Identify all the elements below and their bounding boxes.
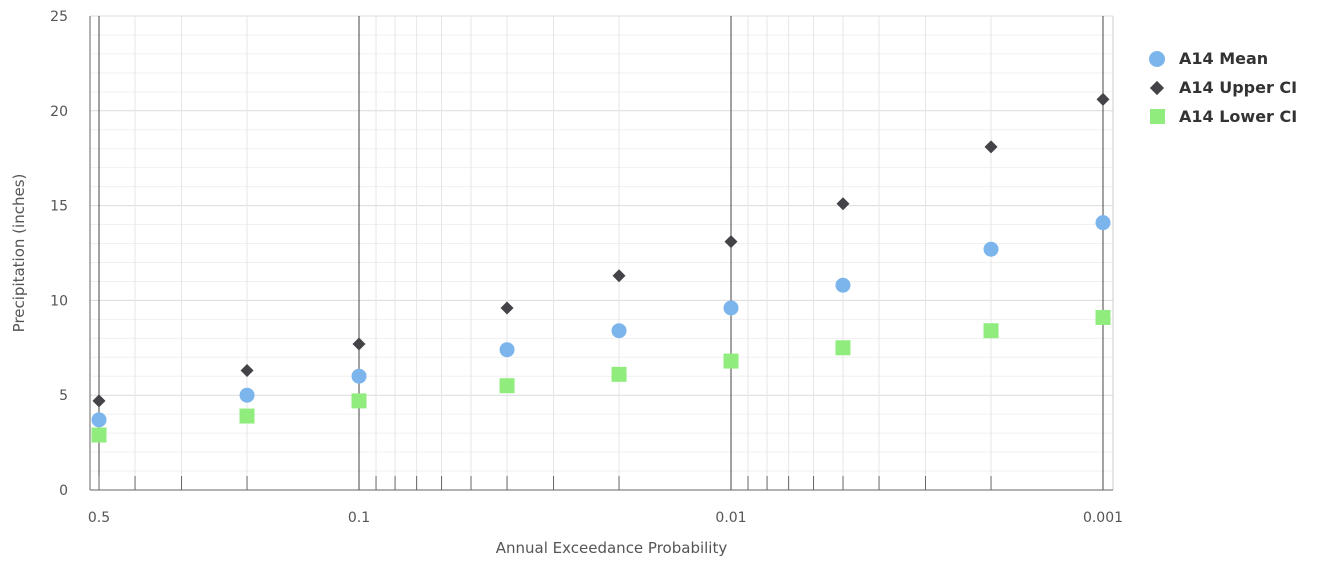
data-point-circle [723, 300, 739, 316]
data-point-square [723, 353, 739, 369]
data-series [91, 92, 1111, 443]
y-tick-label: 0 [59, 483, 68, 499]
y-tick-label: 15 [50, 199, 68, 215]
data-point-square [983, 323, 999, 339]
legend-label: A14 Lower CI [1179, 107, 1298, 126]
data-point-circle [351, 368, 367, 384]
legend: A14 Mean A14 Upper CI A14 Lower CI [1148, 44, 1297, 131]
y-tick-label: 20 [50, 104, 68, 120]
y-tick-label: 25 [50, 9, 68, 25]
data-point-diamond [240, 364, 254, 378]
data-point-diamond [984, 140, 998, 154]
legend-label: A14 Upper CI [1179, 78, 1298, 97]
data-point-square [351, 393, 367, 409]
data-point-square [499, 378, 515, 394]
data-point-square [611, 366, 627, 382]
tick-labels: 0 5 10 15 20 25 0.5 0.1 0.01 0.001 [50, 9, 1123, 526]
data-point-diamond [612, 269, 626, 283]
diamond-marker-icon [1148, 79, 1166, 97]
data-point-circle [1095, 215, 1111, 231]
y-axis-title: Precipitation (inches) [10, 174, 28, 333]
series-a14-mean [91, 215, 1111, 428]
axes [89, 16, 1114, 491]
data-point-circle [499, 342, 515, 358]
data-point-circle [91, 412, 107, 428]
data-point-circle [983, 241, 999, 257]
data-point-circle [611, 323, 627, 339]
data-point-diamond [1096, 92, 1110, 106]
series-a14-upper-ci [92, 92, 1110, 408]
square-marker-icon [1148, 108, 1166, 126]
y-tick-label: 10 [50, 293, 68, 309]
data-point-square [835, 340, 851, 356]
data-point-square [239, 408, 255, 424]
x-tick-label: 0.001 [1083, 510, 1123, 526]
legend-label: A14 Mean [1179, 49, 1269, 68]
data-point-square [1095, 309, 1111, 325]
series-a14-lower-ci [91, 309, 1111, 443]
data-point-diamond [92, 394, 106, 408]
legend-item-a14-mean[interactable]: A14 Mean [1148, 44, 1297, 73]
x-tick-label: 0.1 [348, 510, 370, 526]
legend-item-a14-upper-ci[interactable]: A14 Upper CI [1148, 73, 1297, 102]
data-point-circle [239, 387, 255, 403]
data-point-diamond [500, 301, 514, 315]
circle-marker-icon [1148, 50, 1166, 68]
data-point-diamond [352, 337, 366, 351]
y-tick-label: 5 [59, 388, 68, 404]
x-tick-label: 0.5 [88, 510, 110, 526]
data-point-diamond [836, 197, 850, 211]
x-axis-title: Annual Exceedance Probability [496, 539, 728, 557]
data-point-diamond [724, 235, 738, 249]
x-tick-label: 0.01 [715, 510, 746, 526]
data-point-circle [835, 277, 851, 293]
legend-item-a14-lower-ci[interactable]: A14 Lower CI [1148, 102, 1297, 131]
grid-lines [90, 15, 1113, 491]
data-point-square [91, 427, 107, 443]
